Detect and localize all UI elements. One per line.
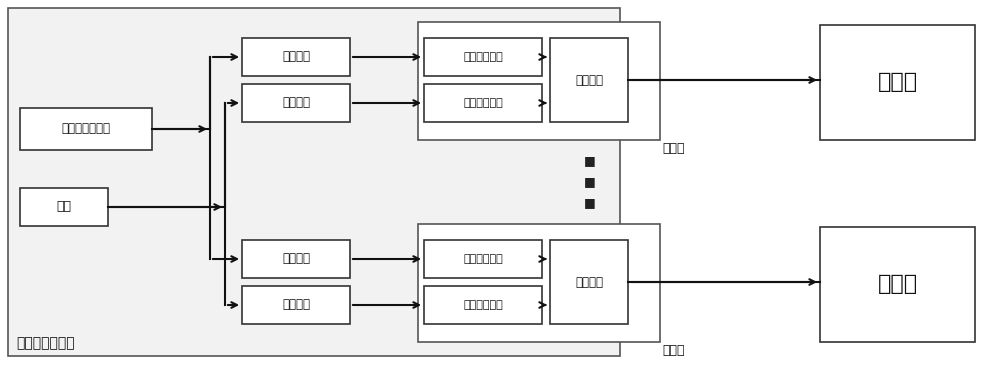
Bar bbox=[424, 286, 542, 324]
Text: 驱动器: 驱动器 bbox=[662, 344, 684, 357]
Text: 电源接口: 电源接口 bbox=[282, 96, 310, 109]
Bar bbox=[242, 286, 350, 324]
Bar bbox=[242, 38, 350, 76]
Text: 电源接口: 电源接口 bbox=[282, 299, 310, 311]
Bar bbox=[424, 240, 542, 278]
Bar bbox=[418, 224, 660, 342]
Text: 功率隔离单元: 功率隔离单元 bbox=[463, 98, 503, 108]
Text: 半导体: 半导体 bbox=[877, 73, 918, 92]
Text: 电源: 电源 bbox=[56, 200, 72, 214]
Text: 驱动单元: 驱动单元 bbox=[575, 73, 603, 87]
Text: 功率隔离单元: 功率隔离单元 bbox=[463, 300, 503, 310]
Text: 上位机控制系统: 上位机控制系统 bbox=[16, 336, 75, 350]
Text: 半导体: 半导体 bbox=[877, 274, 918, 295]
Bar bbox=[242, 84, 350, 122]
Text: 信号接口: 信号接口 bbox=[282, 253, 310, 265]
Bar bbox=[20, 188, 108, 226]
Bar bbox=[820, 227, 975, 342]
Bar bbox=[8, 8, 620, 356]
Text: 驱动信号发生器: 驱动信号发生器 bbox=[62, 123, 110, 135]
Bar bbox=[550, 38, 628, 122]
Bar bbox=[820, 25, 975, 140]
Text: 驱动单元: 驱动单元 bbox=[575, 276, 603, 288]
Text: 信号隔离单元: 信号隔离单元 bbox=[463, 254, 503, 264]
Bar bbox=[242, 240, 350, 278]
Bar bbox=[424, 84, 542, 122]
Text: 信号隔离单元: 信号隔离单元 bbox=[463, 52, 503, 62]
Text: 驱动器: 驱动器 bbox=[662, 142, 684, 155]
Text: 信号接口: 信号接口 bbox=[282, 50, 310, 64]
Bar bbox=[550, 240, 628, 324]
Bar bbox=[20, 108, 152, 150]
Bar bbox=[418, 22, 660, 140]
Text: ■
■
■: ■ ■ ■ bbox=[584, 154, 596, 210]
Bar bbox=[424, 38, 542, 76]
